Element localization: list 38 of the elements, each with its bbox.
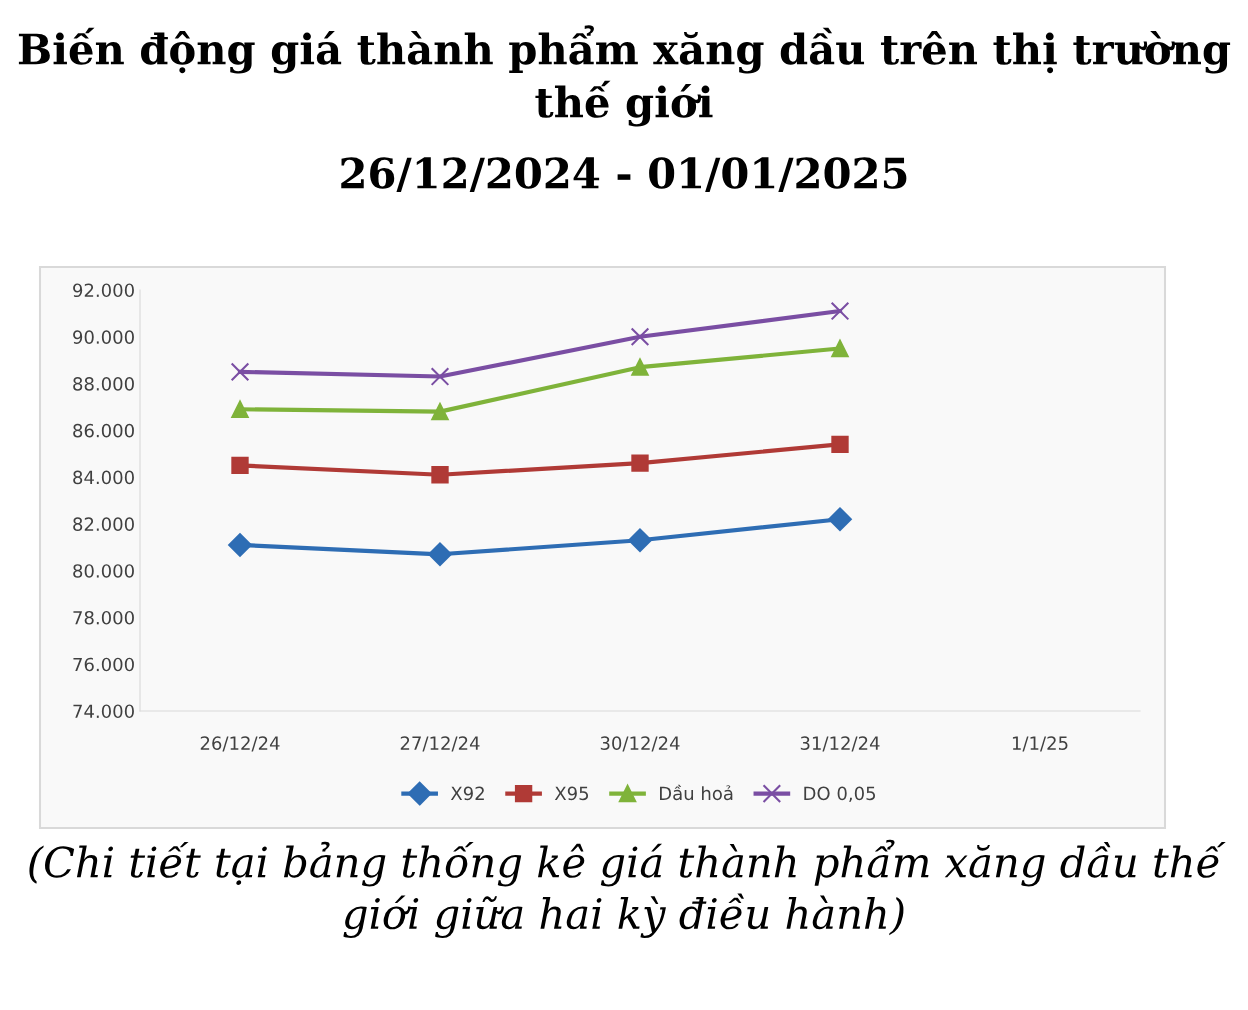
point: [631, 358, 649, 376]
x-tick-label: 30/12/24: [600, 736, 680, 752]
point: [230, 362, 250, 382]
point: [431, 466, 449, 484]
x-tick-label: 27/12/24: [400, 736, 480, 752]
point: [430, 367, 450, 386]
y-tick-label: 80.000: [73, 564, 134, 578]
y-tick-label: 88.000: [73, 377, 134, 391]
legend-label: Dầu hoả: [660, 784, 733, 801]
y-tick-label: 86.000: [73, 423, 134, 438]
chart-subtitle: 26/12/2024 - 01/01/2025: [341, 157, 907, 193]
y-tick-label: 76.000: [73, 657, 134, 672]
point: [431, 402, 449, 421]
point: [228, 533, 252, 557]
point: [231, 456, 249, 475]
x-tick-label: 26/12/24: [200, 736, 280, 752]
legend-label: X92: [450, 786, 484, 801]
point: [831, 435, 849, 454]
y-tick-label: 82.000: [73, 517, 134, 532]
point: [231, 400, 249, 418]
x-tick-label: 1/1/25: [1012, 736, 1068, 752]
point: [830, 301, 850, 321]
point: [428, 542, 452, 567]
point: [831, 339, 849, 358]
point: [628, 528, 652, 553]
chart-title: Biến động giá thành phẩm xăng dầu trên thị trường thế giới: [18, 25, 1231, 127]
y-tick-label: 92.000: [73, 283, 134, 298]
legend-label: X95: [554, 786, 589, 801]
y-tick-label: 90.000: [73, 330, 134, 344]
point: [630, 327, 650, 347]
y-tick-label: 84.000: [73, 470, 134, 485]
y-tick-label: 78.000: [73, 610, 134, 625]
point: [631, 454, 649, 472]
point: [828, 507, 852, 532]
text: (Chi tiết tại bảng thống kê giá thành phẩm xăng dầu thế giới giữa hai kỳ điều hành): [29, 839, 1226, 938]
legend-label: DO 0,05: [804, 786, 876, 803]
y-tick-label: 74.000: [73, 704, 134, 719]
x-tick-label: 31/12/24: [800, 736, 880, 752]
